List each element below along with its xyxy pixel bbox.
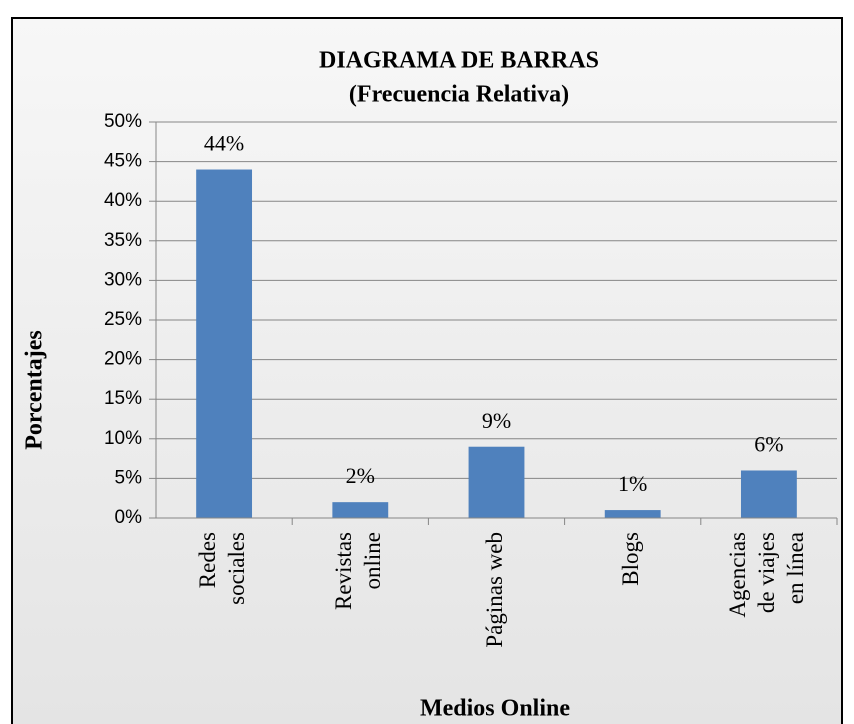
chart-title: DIAGRAMA DE BARRAS bbox=[319, 48, 599, 74]
x-tick-label: Páginas web bbox=[482, 532, 507, 648]
y-tick-label: 45% bbox=[104, 151, 142, 172]
x-tick-label: en línea bbox=[783, 532, 808, 604]
y-tick-label: 25% bbox=[104, 309, 142, 330]
y-tick-label: 35% bbox=[104, 230, 142, 251]
x-tick-label: de viajes bbox=[754, 532, 779, 613]
y-tick-label: 0% bbox=[115, 507, 143, 528]
y-tick-label: 5% bbox=[115, 467, 143, 488]
x-tick-label: online bbox=[360, 532, 385, 590]
x-tick-label: Revistas bbox=[331, 532, 356, 610]
data-label: 2% bbox=[346, 463, 375, 488]
bar bbox=[332, 502, 389, 518]
chart-frame bbox=[11, 17, 843, 724]
bar bbox=[196, 169, 253, 518]
y-tick-label: 50% bbox=[104, 111, 142, 132]
y-tick-label: 20% bbox=[104, 349, 142, 370]
data-label: 1% bbox=[618, 471, 647, 496]
y-axis-title: Porcentajes bbox=[22, 330, 48, 450]
data-label: 6% bbox=[754, 432, 783, 457]
bar bbox=[740, 470, 797, 518]
bar bbox=[604, 510, 661, 518]
x-tick-label: Blogs bbox=[618, 532, 643, 586]
y-tick-label: 40% bbox=[104, 190, 142, 211]
data-label: 9% bbox=[482, 408, 511, 433]
x-axis-title: Medios Online bbox=[420, 696, 570, 722]
y-tick-label: 15% bbox=[104, 388, 142, 409]
chart-subtitle: (Frecuencia Relativa) bbox=[349, 82, 569, 108]
data-label: 44% bbox=[204, 131, 244, 156]
y-tick-label: 30% bbox=[104, 269, 142, 290]
bar bbox=[468, 446, 525, 518]
x-tick-label: Redes bbox=[195, 532, 220, 588]
x-tick-label: sociales bbox=[224, 532, 249, 605]
y-tick-label: 10% bbox=[104, 428, 142, 449]
x-tick-label: Agencias bbox=[725, 532, 750, 618]
